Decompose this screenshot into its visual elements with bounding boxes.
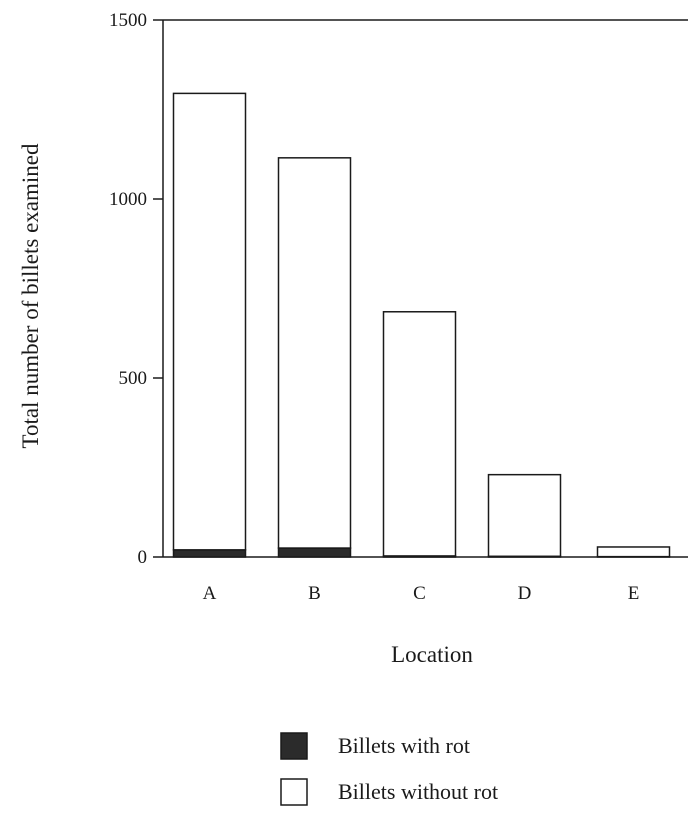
legend-item-billets-with-rot: Billets with rot <box>280 732 470 760</box>
x-tick-label: A <box>203 583 217 604</box>
x-axis-ticks: A B C D E <box>203 583 640 604</box>
y-tick-label: 500 <box>119 368 148 389</box>
legend-label-with-rot: Billets with rot <box>338 733 470 758</box>
bar-segment-without-rot <box>277 157 352 549</box>
legend-swatch-without-rot <box>280 778 308 806</box>
bar-segment-with-rot <box>277 547 352 558</box>
legend-swatch-with-rot <box>280 732 308 760</box>
x-axis-title: Location <box>391 642 473 667</box>
y-tick-label: 1500 <box>109 10 147 31</box>
legend-item-billets-without-rot: Billets without rot <box>280 778 498 806</box>
bars <box>172 92 671 558</box>
bar-segment-without-rot <box>172 92 247 551</box>
bar-segment-without-rot <box>487 473 562 558</box>
x-tick-label: D <box>518 583 532 604</box>
bar-segment-without-rot <box>596 546 671 558</box>
bar-segment-without-rot <box>382 311 457 557</box>
x-tick-label: E <box>628 583 640 604</box>
y-axis-title: Total number of billets examined <box>18 143 43 448</box>
y-tick-label: 1000 <box>109 189 147 210</box>
bar-segment-with-rot <box>172 549 247 558</box>
legend: Billets with rot Billets without rot <box>280 732 498 806</box>
x-tick-label: B <box>308 583 321 604</box>
y-axis-ticks: 0 500 1000 1500 <box>109 10 163 568</box>
y-tick-label: 0 <box>138 547 148 568</box>
x-tick-label: C <box>413 583 426 604</box>
legend-label-without-rot: Billets without rot <box>338 779 498 804</box>
